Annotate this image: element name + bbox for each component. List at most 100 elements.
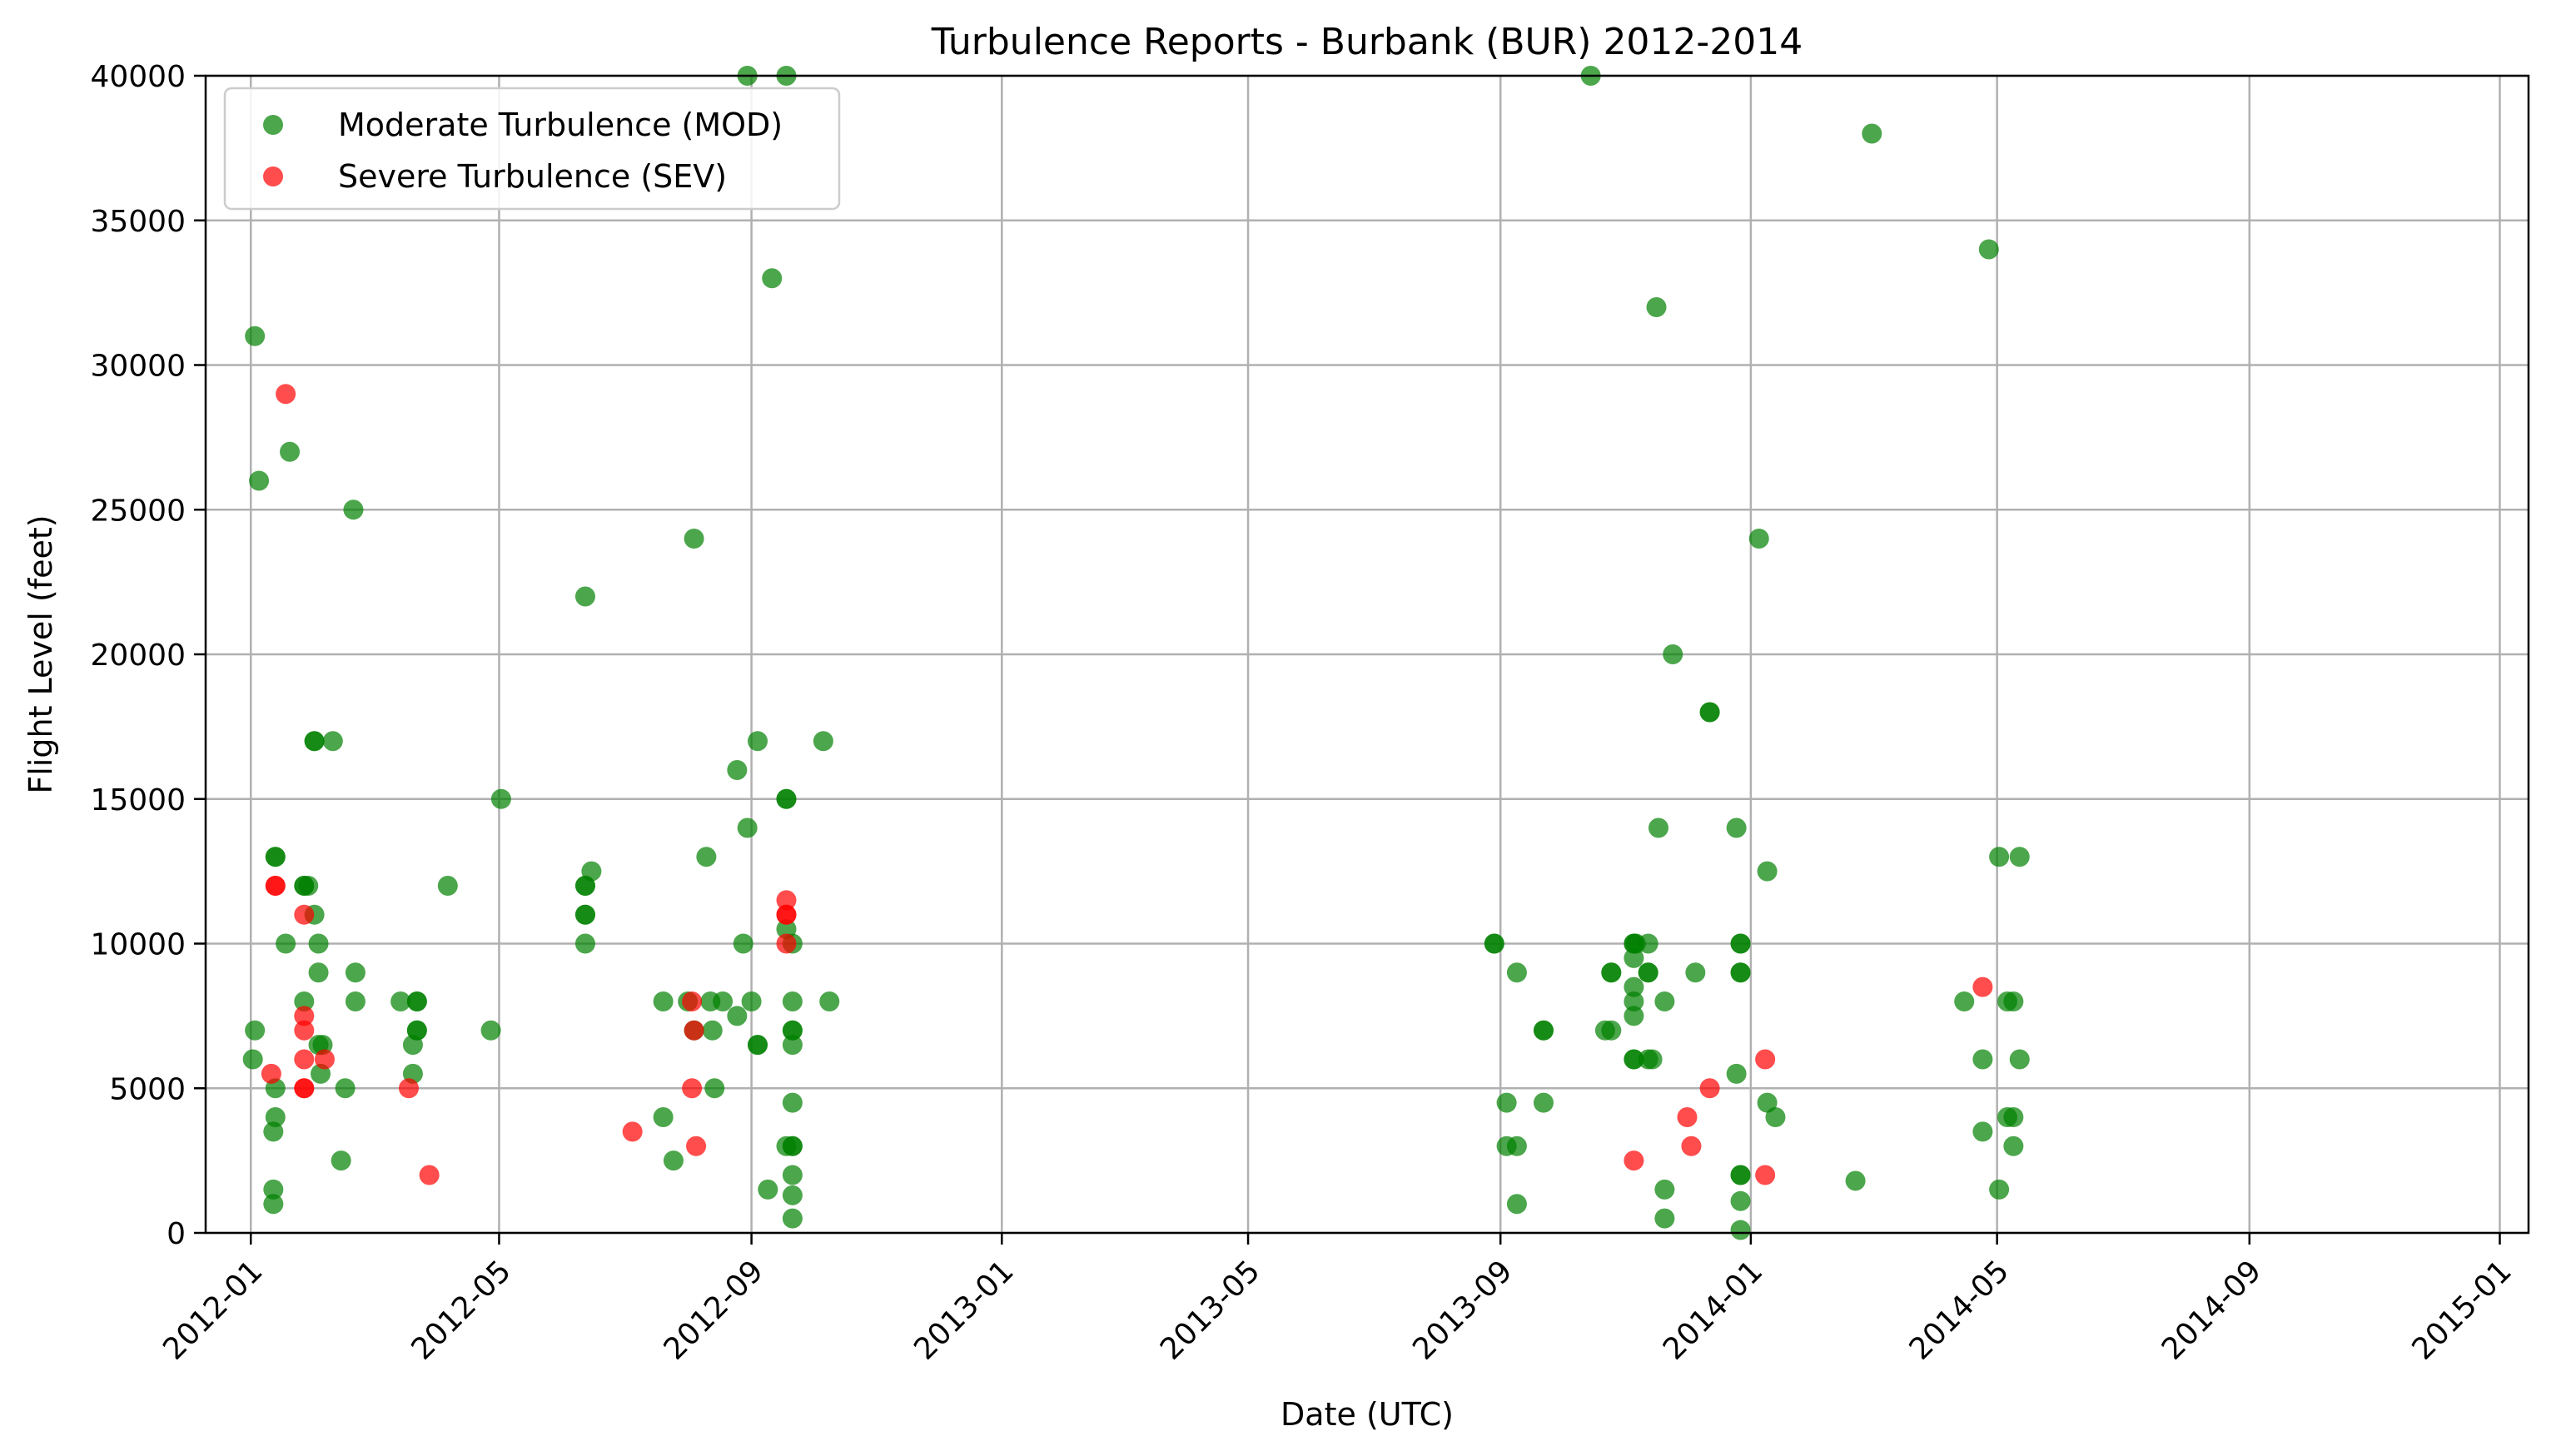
mod-point <box>1533 1020 1554 1041</box>
mod-point <box>741 991 762 1011</box>
sev-point <box>1681 1135 1702 1156</box>
mod-point <box>1765 1107 1786 1127</box>
mod-point <box>1624 976 1644 997</box>
mod-point <box>1654 1208 1675 1229</box>
mod-point <box>1638 962 1658 983</box>
y-tick-label: 5000 <box>109 1072 186 1106</box>
mod-point <box>308 933 329 954</box>
sev-point <box>1972 976 1993 997</box>
sev-point <box>682 991 703 1011</box>
mod-point <box>1726 1063 1747 1084</box>
mod-point <box>276 933 296 954</box>
mod-point <box>2003 1107 2024 1127</box>
mod-point <box>1730 933 1751 954</box>
sev-point <box>682 1078 703 1099</box>
mod-point <box>1496 1092 1517 1113</box>
data-points <box>242 66 2030 1240</box>
mod-point <box>776 788 797 809</box>
mod-point <box>245 1020 266 1041</box>
mod-point <box>1862 123 1882 144</box>
legend-label-sev: Severe Turbulence (SEV) <box>338 158 727 195</box>
mod-point <box>1484 933 1504 954</box>
sev-point <box>686 1135 707 1156</box>
sev-point <box>1677 1107 1698 1127</box>
y-tick-label: 20000 <box>90 639 186 673</box>
legend-marker-sev <box>263 166 283 186</box>
sev-point <box>261 1063 281 1084</box>
mod-point <box>813 731 833 752</box>
sev-point <box>776 890 797 911</box>
mod-point <box>727 1006 748 1026</box>
y-tick-label: 15000 <box>90 783 186 817</box>
mod-point <box>696 847 717 867</box>
y-tick-label: 25000 <box>90 494 186 528</box>
mod-point <box>335 1078 356 1099</box>
mod-point <box>331 1150 351 1171</box>
mod-point <box>1748 529 1769 549</box>
x-axis-label: Date (UTC) <box>1280 1396 1454 1433</box>
mod-point <box>1685 962 1706 983</box>
mod-point <box>574 904 595 925</box>
mod-point <box>265 847 286 867</box>
sev-point <box>294 1049 315 1070</box>
mod-point <box>1730 1220 1751 1240</box>
mod-point <box>782 1208 803 1229</box>
sev-point <box>314 1049 335 1070</box>
mod-point <box>782 1020 803 1041</box>
mod-point <box>2009 847 2030 867</box>
mod-point <box>1954 991 1975 1011</box>
mod-point <box>1506 1135 1527 1156</box>
mod-point <box>245 325 266 346</box>
mod-point <box>1699 702 1720 723</box>
mod-point <box>758 1179 778 1200</box>
chart-title: Turbulence Reports - Burbank (BUR) 2012-… <box>931 21 1803 63</box>
mod-point <box>480 1020 501 1041</box>
mod-point <box>733 933 753 954</box>
mod-point <box>263 1121 284 1142</box>
mod-point <box>782 991 803 1011</box>
mod-point <box>1506 962 1527 983</box>
mod-point <box>1533 1092 1554 1113</box>
mod-point <box>663 1150 684 1171</box>
legend-label-mod: Moderate Turbulence (MOD) <box>338 107 783 143</box>
mod-point <box>437 876 458 896</box>
y-tick-label: 35000 <box>90 205 186 239</box>
mod-point <box>406 1020 427 1041</box>
mod-point <box>737 817 758 838</box>
y-tick-label: 30000 <box>90 350 186 384</box>
sev-point <box>276 384 296 405</box>
mod-point <box>1601 1020 1622 1041</box>
mod-point <box>343 499 364 520</box>
sev-point <box>622 1121 643 1142</box>
mod-point <box>1845 1170 1866 1191</box>
mod-point <box>782 1035 803 1056</box>
sev-point <box>776 904 797 925</box>
mod-point <box>1638 933 1658 954</box>
mod-point <box>2003 1135 2024 1156</box>
mod-point <box>782 1165 803 1185</box>
mod-point <box>280 441 301 462</box>
mod-point <box>704 1078 725 1099</box>
mod-point <box>1601 962 1622 983</box>
mod-point <box>1648 817 1668 838</box>
mod-point <box>1757 1092 1778 1113</box>
mod-point <box>1989 1179 2010 1200</box>
mod-point <box>390 991 411 1011</box>
mod-point <box>490 788 511 809</box>
mod-point <box>294 991 315 1011</box>
mod-point <box>782 1185 803 1205</box>
sev-point <box>1624 1150 1644 1171</box>
sev-point <box>294 1078 315 1099</box>
mod-point <box>747 731 768 752</box>
mod-point <box>322 731 343 752</box>
mod-point <box>1624 1049 1644 1070</box>
sev-point <box>1755 1049 1776 1070</box>
sev-point <box>265 876 286 896</box>
mod-point <box>782 1135 803 1156</box>
mod-point <box>1757 861 1778 882</box>
mod-point <box>1642 1049 1663 1070</box>
mod-point <box>1972 1049 1993 1070</box>
sev-point <box>399 1078 420 1099</box>
mod-point <box>308 962 329 983</box>
mod-point <box>727 760 748 780</box>
